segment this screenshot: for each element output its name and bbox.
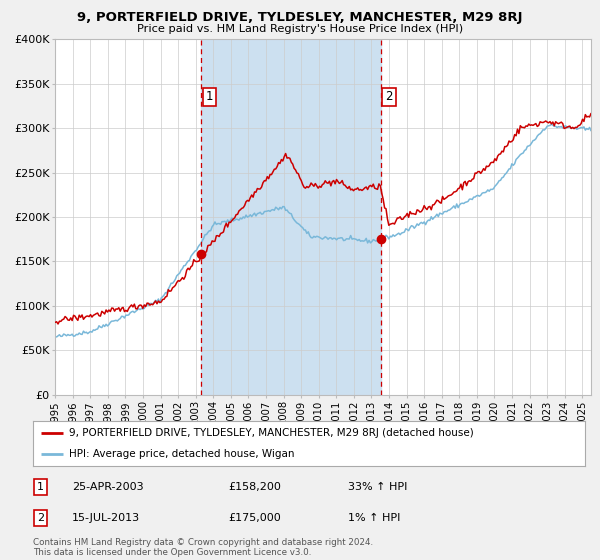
- Text: 1: 1: [206, 91, 213, 104]
- Text: 2: 2: [37, 513, 44, 523]
- Text: 15-JUL-2013: 15-JUL-2013: [72, 513, 140, 523]
- Text: 9, PORTERFIELD DRIVE, TYLDESLEY, MANCHESTER, M29 8RJ: 9, PORTERFIELD DRIVE, TYLDESLEY, MANCHES…: [77, 11, 523, 24]
- Text: 2: 2: [385, 91, 393, 104]
- Text: This data is licensed under the Open Government Licence v3.0.: This data is licensed under the Open Gov…: [33, 548, 311, 557]
- Text: Price paid vs. HM Land Registry's House Price Index (HPI): Price paid vs. HM Land Registry's House …: [137, 24, 463, 34]
- Text: 1% ↑ HPI: 1% ↑ HPI: [348, 513, 400, 523]
- Text: 1: 1: [37, 482, 44, 492]
- Text: £175,000: £175,000: [228, 513, 281, 523]
- Text: 25-APR-2003: 25-APR-2003: [72, 482, 143, 492]
- Text: Contains HM Land Registry data © Crown copyright and database right 2024.: Contains HM Land Registry data © Crown c…: [33, 538, 373, 547]
- Text: £158,200: £158,200: [228, 482, 281, 492]
- Text: HPI: Average price, detached house, Wigan: HPI: Average price, detached house, Wiga…: [69, 449, 295, 459]
- Text: 33% ↑ HPI: 33% ↑ HPI: [348, 482, 407, 492]
- Text: 9, PORTERFIELD DRIVE, TYLDESLEY, MANCHESTER, M29 8RJ (detached house): 9, PORTERFIELD DRIVE, TYLDESLEY, MANCHES…: [69, 428, 473, 438]
- Bar: [201, 39, 381, 395]
